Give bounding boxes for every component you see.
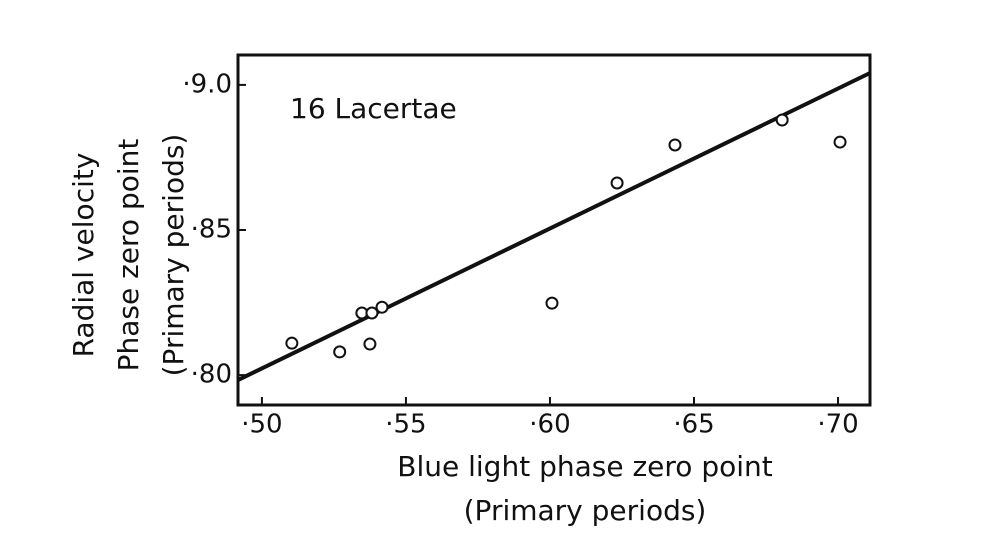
point bbox=[375, 300, 389, 314]
point bbox=[363, 337, 377, 351]
point bbox=[833, 135, 847, 149]
x-tick-label: ·55 bbox=[385, 410, 426, 440]
x-tick-label: ·50 bbox=[241, 410, 282, 440]
x-tick-label: ·65 bbox=[673, 410, 714, 440]
y-axis-label: (Primary periods) bbox=[157, 134, 190, 377]
point bbox=[610, 176, 624, 190]
fit-line bbox=[237, 71, 871, 382]
point bbox=[285, 336, 299, 350]
x-axis-label: Blue light phase zero point bbox=[397, 450, 772, 483]
x-tick-label: ·60 bbox=[529, 410, 570, 440]
y-axis-label: Phase zero point bbox=[112, 139, 145, 372]
point bbox=[365, 306, 379, 320]
y-axis-label: Radial velocity bbox=[67, 153, 100, 358]
y-tick-label: ·9.0 bbox=[182, 69, 232, 99]
point bbox=[545, 296, 559, 310]
x-axis-label: (Primary periods) bbox=[464, 494, 707, 527]
point bbox=[775, 113, 789, 127]
point bbox=[668, 138, 682, 152]
chart-title: 16 Lacertae bbox=[290, 92, 457, 125]
y-tick-label: ·85 bbox=[191, 215, 232, 245]
x-tick-label: ·70 bbox=[817, 410, 858, 440]
point bbox=[333, 345, 347, 359]
y-tick-label: ·80 bbox=[191, 360, 232, 390]
